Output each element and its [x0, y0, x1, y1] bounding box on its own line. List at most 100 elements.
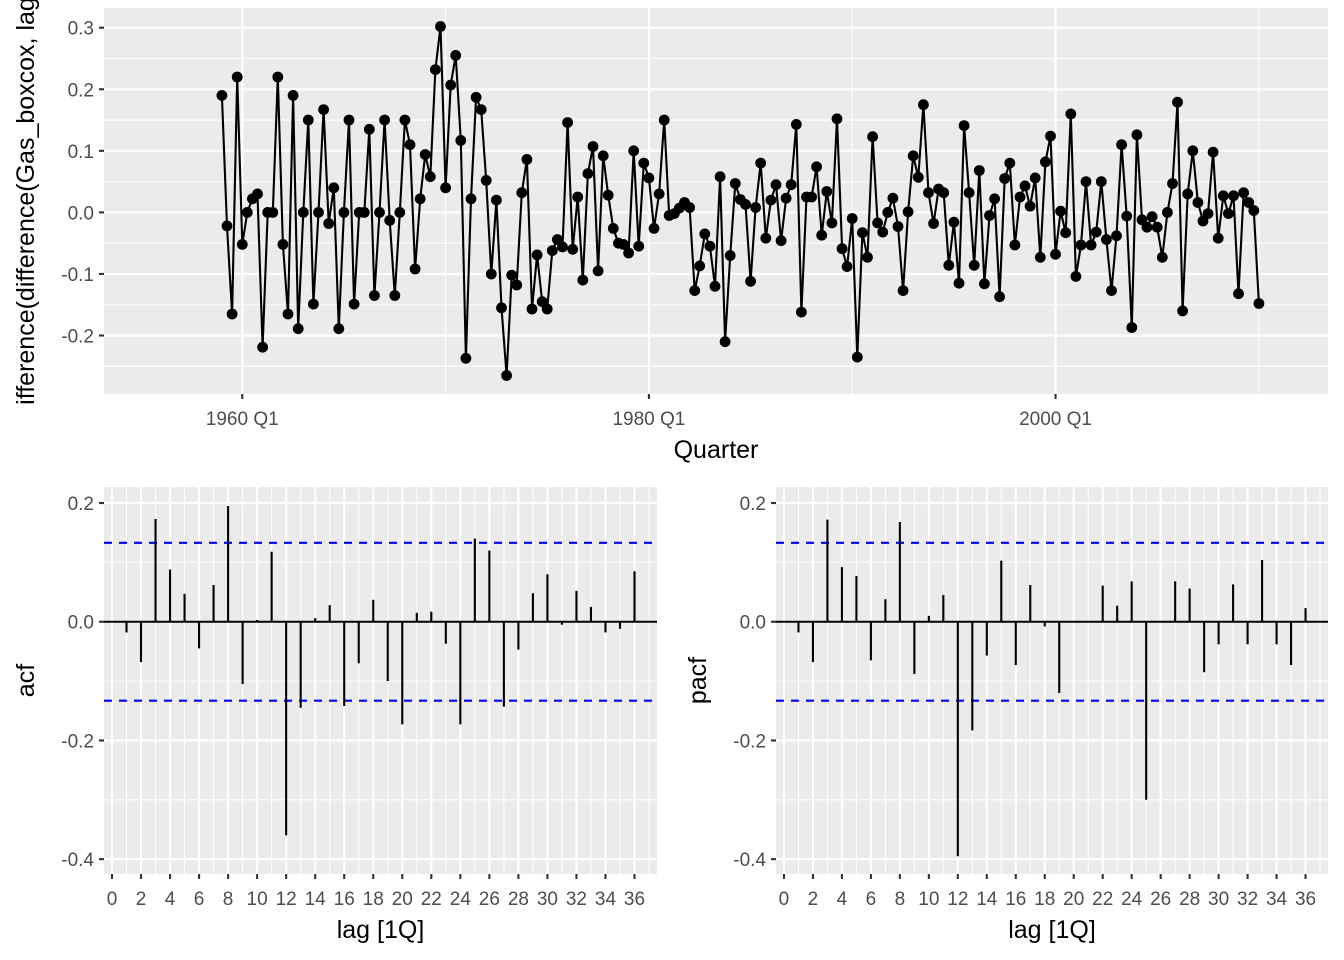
x-tick-label: 10	[247, 889, 268, 910]
data-point	[358, 207, 370, 218]
data-point	[1029, 172, 1041, 184]
data-point	[1131, 129, 1143, 141]
data-point	[501, 370, 512, 381]
data-point	[374, 207, 385, 218]
data-point	[1172, 96, 1183, 108]
data-point	[292, 323, 304, 335]
y-tick-label: -0.4	[733, 850, 766, 871]
data-point	[607, 223, 619, 234]
data-point	[994, 291, 1005, 303]
panel-background	[104, 8, 1328, 394]
x-tick-label: 30	[1208, 889, 1229, 910]
data-point	[984, 210, 995, 221]
data-point	[313, 207, 324, 218]
panel-background	[776, 487, 1328, 874]
data-point	[775, 235, 787, 247]
data-point	[658, 114, 670, 126]
data-point	[404, 139, 416, 151]
data-point	[1238, 187, 1249, 199]
data-point	[231, 71, 243, 83]
data-point	[923, 187, 934, 199]
x-axis-title: Quarter	[674, 436, 759, 464]
y-tick-label: 0.1	[68, 142, 94, 163]
data-point	[419, 149, 431, 160]
data-point	[1141, 221, 1153, 233]
x-tick-label: 32	[566, 889, 587, 910]
data-point	[1202, 208, 1214, 220]
data-point	[424, 171, 436, 183]
data-point	[1095, 176, 1107, 188]
data-point	[1233, 288, 1244, 300]
data-point	[1126, 322, 1138, 333]
data-point	[409, 263, 421, 275]
data-point	[892, 221, 904, 232]
data-point	[338, 207, 350, 218]
data-point	[587, 141, 599, 152]
data-point	[541, 303, 553, 315]
data-point	[1055, 205, 1066, 217]
data-point	[567, 243, 579, 255]
data-point	[943, 259, 955, 271]
x-tick-label: 6	[866, 889, 877, 910]
data-point	[765, 194, 777, 206]
data-point	[1106, 285, 1117, 296]
data-point	[333, 323, 345, 335]
x-tick-label: 22	[421, 889, 442, 910]
data-point	[948, 216, 960, 228]
data-point	[623, 247, 634, 259]
data-point	[1060, 227, 1072, 239]
data-point	[562, 117, 573, 128]
data-point	[485, 268, 497, 280]
data-point	[252, 188, 263, 200]
data-point	[785, 179, 797, 191]
data-point	[282, 308, 294, 320]
data-point	[328, 182, 340, 194]
data-point	[806, 191, 817, 203]
data-point	[643, 172, 655, 184]
data-point	[973, 165, 985, 176]
data-point	[511, 279, 523, 291]
data-point	[638, 157, 650, 169]
data-point	[435, 21, 446, 32]
x-tick-label: 34	[595, 889, 617, 910]
data-point	[1207, 146, 1219, 158]
data-point	[236, 239, 248, 250]
x-tick-label: 26	[479, 889, 500, 910]
y-tick-label: 0.2	[68, 80, 94, 101]
data-point	[582, 168, 594, 180]
data-point	[816, 229, 828, 241]
data-point	[491, 194, 502, 206]
x-tick-label: 20	[392, 889, 413, 910]
x-tick-label: 28	[508, 889, 529, 910]
data-point	[907, 150, 919, 162]
x-tick-label: 24	[1121, 889, 1143, 910]
data-point	[1228, 190, 1239, 202]
panel-1: -0.4-0.20.00.20 2 4 6 8 10 12 14 16 18 20 22 24 26 28 3…	[12, 487, 657, 944]
data-point	[343, 114, 355, 126]
data-point	[704, 240, 716, 252]
data-point	[1070, 271, 1082, 282]
data-point	[1085, 239, 1097, 251]
data-point	[597, 150, 609, 162]
data-point	[684, 202, 695, 213]
x-tick-label: 30	[537, 889, 558, 910]
data-point	[460, 352, 472, 364]
data-point	[1248, 205, 1260, 216]
x-tick-label: 12	[276, 889, 297, 910]
data-point	[480, 175, 492, 186]
data-point	[363, 123, 375, 135]
data-point	[872, 217, 883, 229]
data-point	[1004, 157, 1016, 169]
data-point	[572, 191, 584, 203]
data-point	[918, 99, 929, 111]
x-tick-label: 20	[1063, 889, 1084, 910]
data-point	[277, 239, 289, 250]
y-axis-title: pacf	[684, 657, 712, 704]
data-point	[1182, 188, 1194, 200]
data-point	[348, 298, 360, 310]
data-point	[851, 351, 863, 363]
data-point	[867, 131, 878, 143]
x-tick-label: 22	[1092, 889, 1113, 910]
data-point	[902, 206, 914, 218]
